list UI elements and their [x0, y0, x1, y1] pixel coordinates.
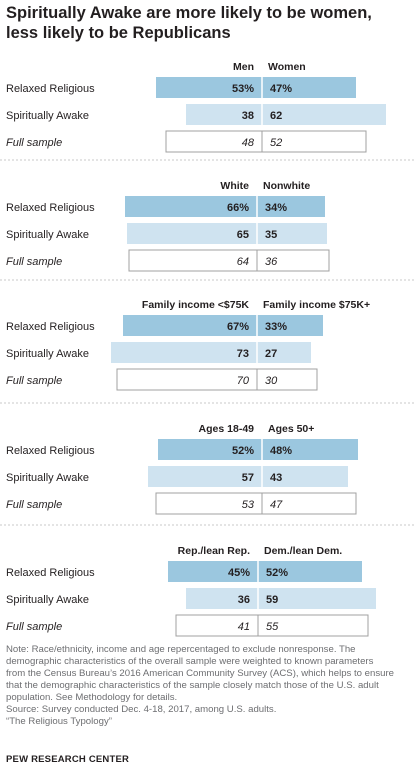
- row-label: Relaxed Religious: [6, 202, 95, 214]
- series-header-right: Family income $75K+: [263, 299, 370, 311]
- data-label-right: 35: [265, 229, 277, 241]
- bar-left: [186, 588, 258, 609]
- bar-right: [261, 130, 367, 153]
- source-line: Source: Survey conducted Dec. 4-18, 2017…: [6, 704, 277, 715]
- series-header-right: Women: [268, 61, 306, 73]
- data-label-left: 38: [242, 110, 254, 122]
- note-line: Note: Race/ethnicity, income and age rep…: [6, 644, 356, 655]
- bar-right: [257, 223, 327, 244]
- bar-right: [256, 249, 330, 272]
- data-label-right: 47: [270, 499, 283, 511]
- chart-note: Note: Race/ethnicity, income and age rep…: [6, 644, 409, 728]
- bar-left: [148, 466, 262, 487]
- data-label-right: 36: [265, 256, 278, 268]
- bar-left: [186, 104, 262, 125]
- bar-right: [258, 588, 376, 609]
- row-label-full-sample: Full sample: [6, 137, 62, 149]
- series-header-left: Ages 18-49: [199, 423, 255, 435]
- series-header-left: White: [220, 180, 249, 192]
- data-label-right: 34%: [265, 202, 287, 214]
- series-header-right: Dem./lean Dem.: [264, 545, 342, 557]
- row-label: Relaxed Religious: [6, 321, 95, 333]
- note-line: from the Census Bureau’s 2016 American C…: [6, 668, 395, 679]
- bar-right: [262, 439, 358, 460]
- data-label-left: 67%: [227, 321, 249, 333]
- data-label-right: 62: [270, 110, 282, 122]
- series-header-right: Nonwhite: [263, 180, 310, 192]
- data-label-right: 52: [270, 137, 282, 149]
- data-label-left: 57: [242, 472, 254, 484]
- bar-right: [262, 466, 348, 487]
- row-label-full-sample: Full sample: [6, 499, 62, 511]
- row-label: Relaxed Religious: [6, 445, 95, 457]
- bar-left: [127, 223, 257, 244]
- row-label-full-sample: Full sample: [6, 375, 62, 387]
- data-label-right: 33%: [265, 321, 287, 333]
- data-label-left: 64: [237, 256, 249, 268]
- row-label: Relaxed Religious: [6, 567, 95, 579]
- data-label-right: 52%: [266, 567, 288, 579]
- series-header-right: Ages 50+: [268, 423, 314, 435]
- series-header-left: Family income <$75K: [142, 299, 250, 311]
- row-label: Spiritually Awake: [6, 348, 89, 360]
- data-label-right: 47%: [270, 83, 292, 95]
- row-label: Spiritually Awake: [6, 110, 89, 122]
- bar-left: [168, 561, 258, 582]
- bar-right: [262, 77, 356, 98]
- row-label-full-sample: Full sample: [6, 621, 62, 633]
- report-title-line: “The Religious Typology”: [6, 716, 112, 727]
- data-label-left: 45%: [228, 567, 250, 579]
- data-label-left: 53%: [232, 83, 254, 95]
- bar-left: [111, 342, 257, 363]
- data-label-right: 55: [266, 621, 279, 633]
- row-label: Spiritually Awake: [6, 594, 89, 606]
- data-label-right: 30: [265, 375, 278, 387]
- bar-right: [256, 368, 318, 391]
- bar-left: [125, 196, 257, 217]
- series-header-left: Rep./lean Rep.: [178, 545, 250, 557]
- row-label: Spiritually Awake: [6, 472, 89, 484]
- bar-right: [262, 104, 386, 125]
- bar-right: [257, 196, 325, 217]
- bar-left: [123, 315, 257, 336]
- data-label-right: 59: [266, 594, 278, 606]
- bar-left: [156, 77, 262, 98]
- row-label-full-sample: Full sample: [6, 256, 62, 268]
- bar-left: [158, 439, 262, 460]
- data-label-left: 65: [237, 229, 249, 241]
- note-line: demographic characteristics of the overa…: [6, 656, 374, 667]
- bar-right: [257, 342, 311, 363]
- data-label-left: 52%: [232, 445, 254, 457]
- data-label-right: 48%: [270, 445, 292, 457]
- row-label: Relaxed Religious: [6, 83, 95, 95]
- data-label-left: 41: [238, 621, 250, 633]
- row-label: Spiritually Awake: [6, 229, 89, 241]
- chart-panels: Men Women 53% 47% Relaxed Religious 38 62 Spiri…: [0, 61, 415, 637]
- bar-right: [261, 492, 357, 515]
- data-label-left: 36: [238, 594, 250, 606]
- data-label-left: 53: [242, 499, 255, 511]
- data-label-left: 73: [237, 348, 249, 360]
- data-label-left: 70: [237, 375, 250, 387]
- data-label-left: 66%: [227, 202, 249, 214]
- chart-title: Spiritually Awake are more likely to be …: [6, 4, 372, 42]
- note-line: population. See Methodology for details.: [6, 692, 178, 703]
- note-line: that the demographic characteristics of …: [6, 680, 379, 691]
- series-header-left: Men: [233, 61, 254, 73]
- bar-right: [257, 315, 323, 336]
- data-label-right: 43: [270, 472, 282, 484]
- bar-right: [257, 614, 369, 637]
- pew-research-center-logo-text: PEW RESEARCH CENTER: [6, 754, 130, 765]
- bar-right: [258, 561, 362, 582]
- data-label-right: 27: [265, 348, 277, 360]
- data-label-left: 48: [242, 137, 255, 149]
